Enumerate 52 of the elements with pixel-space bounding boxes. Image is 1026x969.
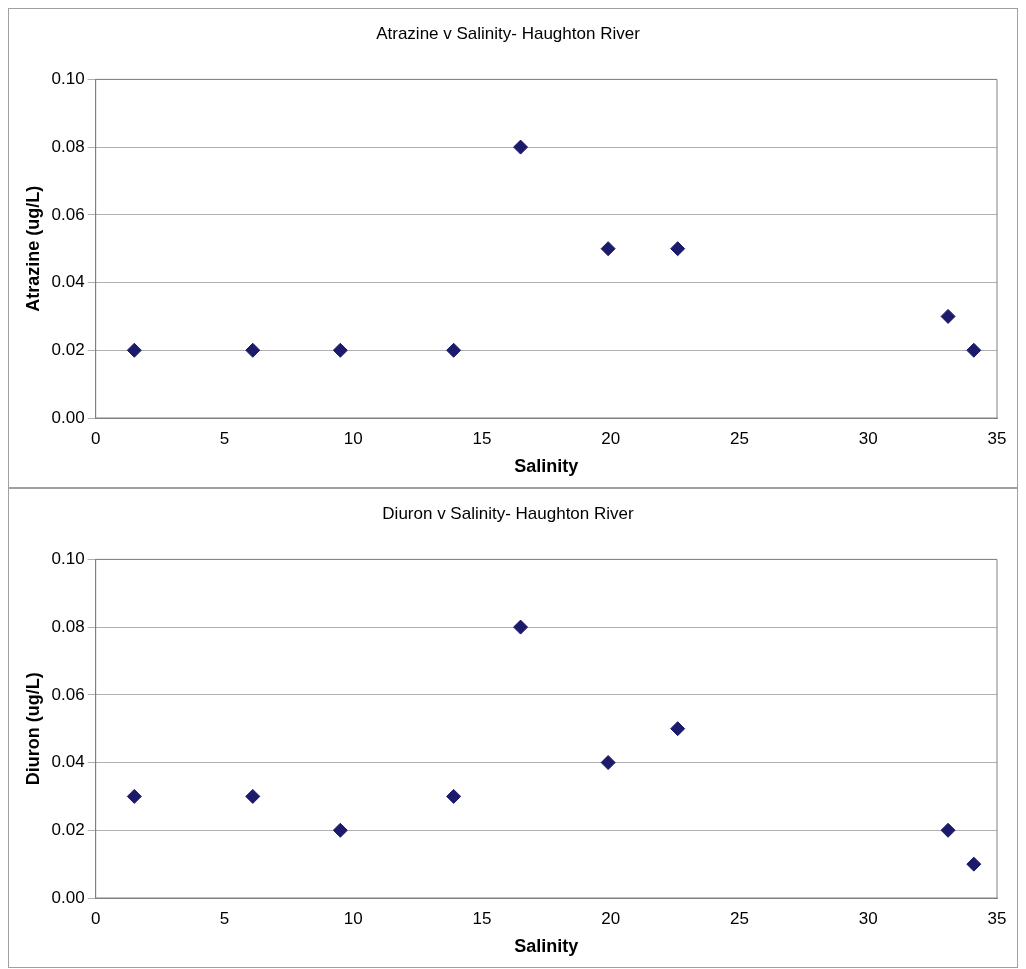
point bbox=[600, 241, 616, 257]
y-tick-label: 0.00 bbox=[51, 887, 85, 907]
y-tick-label: 0.06 bbox=[51, 204, 85, 224]
x-tick-label: 5 bbox=[219, 428, 230, 448]
point bbox=[940, 822, 956, 838]
x-tick-label: 10 bbox=[343, 428, 363, 448]
point bbox=[126, 342, 142, 358]
point bbox=[513, 139, 529, 155]
point bbox=[940, 308, 956, 324]
x-tick-label: 35 bbox=[987, 428, 1007, 448]
x-axis-title: Salinity bbox=[514, 456, 579, 477]
point bbox=[513, 619, 529, 635]
point bbox=[332, 342, 348, 358]
point bbox=[332, 822, 348, 838]
point bbox=[446, 342, 462, 358]
y-axis-title: Diuron (ug/L) bbox=[22, 672, 43, 786]
y-tick-label: 0.02 bbox=[51, 339, 85, 359]
chart-title: Atrazine v Salinity- Haughton River bbox=[376, 23, 641, 43]
point bbox=[966, 856, 982, 872]
y-tick-label: 0.08 bbox=[51, 616, 85, 636]
y-tick-label: 0.04 bbox=[51, 752, 85, 772]
x-tick-label: 0 bbox=[90, 908, 101, 928]
x-tick-label: 30 bbox=[858, 908, 878, 928]
point bbox=[670, 721, 686, 737]
point bbox=[966, 342, 982, 358]
x-tick-label: 20 bbox=[601, 908, 621, 928]
x-tick-label: 20 bbox=[601, 428, 621, 448]
point bbox=[600, 755, 616, 771]
x-tick-label: 25 bbox=[730, 908, 749, 928]
point bbox=[245, 788, 261, 804]
x-axis-title: Salinity bbox=[514, 936, 579, 957]
y-tick-label: 0.04 bbox=[51, 272, 85, 292]
point bbox=[126, 788, 142, 804]
point bbox=[245, 342, 261, 358]
y-tick-label: 0.06 bbox=[51, 684, 85, 704]
x-tick-label: 0 bbox=[90, 428, 101, 448]
y-tick-label: 0.08 bbox=[51, 136, 85, 156]
x-tick-label: 25 bbox=[730, 428, 749, 448]
point bbox=[670, 241, 686, 257]
point bbox=[446, 788, 462, 804]
y-tick-label: 0.10 bbox=[51, 549, 85, 569]
x-tick-label: 35 bbox=[987, 908, 1007, 928]
x-tick-label: 5 bbox=[219, 908, 230, 928]
x-tick-label: 15 bbox=[472, 428, 492, 448]
x-tick-label: 10 bbox=[343, 908, 363, 928]
y-axis-title: Atrazine (ug/L) bbox=[22, 185, 43, 312]
y-tick-label: 0.00 bbox=[51, 407, 85, 427]
y-tick-label: 0.10 bbox=[51, 69, 85, 89]
y-tick-label: 0.02 bbox=[51, 819, 85, 839]
chart-title: Diuron v Salinity- Haughton River bbox=[382, 503, 634, 523]
x-tick-label: 30 bbox=[858, 428, 878, 448]
x-tick-label: 15 bbox=[472, 908, 492, 928]
